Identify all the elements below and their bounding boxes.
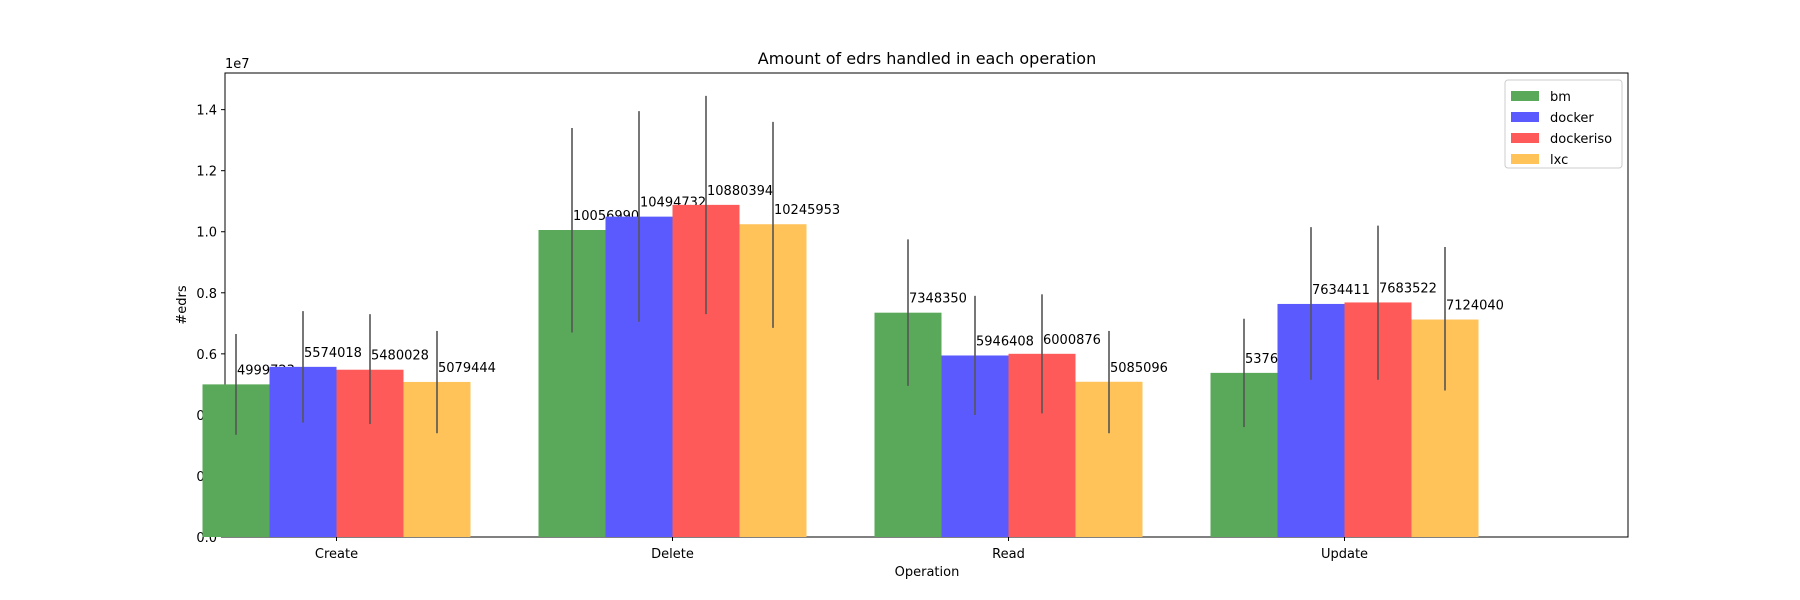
plot-area: 0.00.20.40.60.81.01.21.4CreateDeleteRead… bbox=[196, 72, 1629, 562]
data-label: 5574018 bbox=[304, 346, 362, 361]
chart-title: Amount of edrs handled in each operation bbox=[758, 49, 1096, 68]
data-label: 7348350 bbox=[909, 292, 967, 307]
x-tick-label: Read bbox=[992, 547, 1025, 562]
data-label: 7124040 bbox=[1446, 299, 1504, 314]
x-tick-label: Delete bbox=[651, 547, 694, 562]
x-tick-label: Update bbox=[1321, 547, 1368, 562]
legend-swatch-dockeriso bbox=[1511, 133, 1539, 143]
legend-label-lxc: lxc bbox=[1550, 153, 1568, 168]
legend-label-docker: docker bbox=[1550, 111, 1594, 126]
x-tick-label: Create bbox=[315, 547, 358, 562]
y-tick-label: 0.8 bbox=[196, 287, 217, 302]
x-axis-label: Operation bbox=[895, 565, 960, 580]
data-label: 5480028 bbox=[371, 349, 429, 364]
data-label: 7683522 bbox=[1379, 281, 1437, 296]
legend-swatch-bm bbox=[1511, 91, 1539, 101]
legend-label-dockeriso: dockeriso bbox=[1550, 132, 1612, 147]
y-tick-label: 1.0 bbox=[196, 226, 217, 241]
data-label: 5946408 bbox=[976, 334, 1034, 349]
legend-swatch-docker bbox=[1511, 112, 1539, 122]
legend-label-bm: bm bbox=[1550, 90, 1571, 105]
y-tick-label: 0.6 bbox=[196, 348, 217, 363]
data-label: 6000876 bbox=[1043, 333, 1101, 348]
y-offset-text: 1e7 bbox=[225, 57, 250, 72]
legend: bm docker dockeriso lxc bbox=[1504, 79, 1623, 169]
data-label: 10245953 bbox=[774, 203, 840, 218]
data-label: 5079444 bbox=[438, 361, 496, 376]
y-tick-label: 1.2 bbox=[196, 165, 217, 180]
data-label: 10880394 bbox=[707, 184, 773, 199]
legend-swatch-lxc bbox=[1511, 154, 1539, 164]
y-tick-label: 1.4 bbox=[196, 104, 217, 119]
legend-box bbox=[1504, 79, 1623, 169]
y-axis-label: #edrs bbox=[175, 285, 190, 324]
data-label: 7634411 bbox=[1312, 283, 1370, 298]
data-label: 5085096 bbox=[1110, 361, 1168, 376]
